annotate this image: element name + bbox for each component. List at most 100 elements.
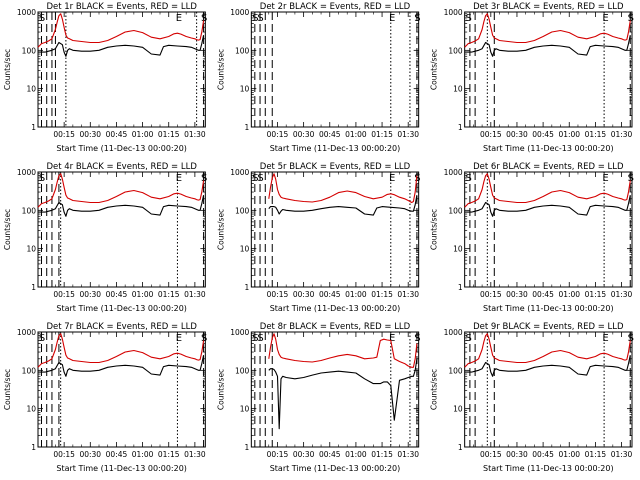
y-tick-label: 10	[26, 405, 36, 414]
x-axis-label: Start Time (11-Dec-13 00:00:20)	[270, 144, 401, 153]
x-tick-label: 01:30	[611, 290, 633, 299]
panel-det-5: Det 5r BLACK = Events, RED = LLD Counts/s…	[216, 162, 420, 313]
event-marker-s: S	[257, 173, 263, 184]
panel-title: Det 6r BLACK = Events, RED = LLD	[473, 162, 624, 172]
y-axis-label: Counts/sec	[3, 369, 12, 410]
plot-frame	[250, 11, 420, 128]
y-tick-label: 100	[235, 366, 250, 375]
x-tick-label: 00:30	[79, 450, 101, 459]
x-tick-label: 01:15	[371, 450, 393, 459]
y-tick-label: 100	[235, 46, 250, 55]
event-marker-e: E	[176, 173, 182, 184]
x-tick-label: 01:00	[558, 450, 580, 459]
x-tick-label: 01:15	[371, 130, 393, 139]
x-tick-label: 01:00	[132, 130, 154, 139]
y-tick-label: 10	[453, 85, 463, 94]
y-axis-label: Counts/sec	[430, 369, 439, 410]
x-axis-label: Start Time (11-Dec-13 00:00:20)	[270, 464, 401, 473]
y-tick-label: 1000	[17, 328, 36, 337]
x-tick-label: 01:15	[585, 130, 607, 139]
lld-series-line	[268, 333, 418, 368]
x-axis-label: Start Time (11-Dec-13 00:00:20)	[56, 464, 187, 473]
x-tick-label: 01:30	[397, 290, 419, 299]
lld-series-line	[464, 173, 631, 208]
x-tick-label: 00:15	[53, 450, 75, 459]
event-marker-s: S	[201, 173, 207, 184]
y-tick-label: 1000	[444, 8, 463, 17]
event-marker-s: S	[628, 173, 634, 184]
x-tick-label: 00:30	[293, 450, 315, 459]
x-axis-label: Start Time (11-Dec-13 00:00:20)	[270, 304, 401, 313]
y-tick-label: 10	[240, 245, 250, 254]
event-marker-s: S	[39, 173, 45, 184]
y-tick-label: 10	[240, 405, 250, 414]
y-axis-label: Counts/sec	[216, 209, 225, 250]
y-tick-label: 100	[22, 366, 37, 375]
event-marker-e: E	[602, 333, 608, 344]
x-tick-label: 00:45	[319, 130, 341, 139]
x-tick-label: 00:45	[106, 130, 128, 139]
y-tick-label: 10	[26, 245, 36, 254]
x-tick-label: 00:45	[532, 130, 554, 139]
plot-frame	[250, 171, 420, 288]
event-marker-e: E	[389, 173, 395, 184]
y-tick-label: 100	[22, 206, 37, 215]
y-tick-label: 1	[458, 443, 463, 452]
event-marker-s: S	[201, 13, 207, 24]
panel-det-1: Det 1r BLACK = Events, RED = LLD Counts/s…	[3, 2, 207, 153]
y-tick-label: 10	[453, 405, 463, 414]
panel-title: Det 5r BLACK = Events, RED = LLD	[260, 162, 411, 172]
x-tick-label: 01:00	[345, 450, 367, 459]
lld-series-line	[37, 13, 205, 48]
x-tick-label: 00:45	[319, 290, 341, 299]
lld-series-line	[268, 173, 418, 204]
x-tick-label: 01:30	[611, 130, 633, 139]
events-series-line	[268, 358, 418, 430]
events-series-line	[464, 354, 631, 377]
x-axis-label: Start Time (11-Dec-13 00:00:20)	[483, 464, 614, 473]
x-axis-label: Start Time (11-Dec-13 00:00:20)	[56, 304, 187, 313]
x-tick-label: 00:30	[506, 290, 528, 299]
x-tick-label: 00:45	[532, 450, 554, 459]
events-series-line	[38, 354, 205, 377]
y-tick-label: 1000	[230, 168, 249, 177]
x-tick-label: 01:15	[371, 290, 393, 299]
x-axis-label: Start Time (11-Dec-13 00:00:20)	[483, 304, 614, 313]
y-tick-label: 10	[26, 85, 36, 94]
event-marker-e: E	[176, 333, 182, 344]
event-marker-e: E	[602, 13, 608, 24]
y-axis-label: Counts/sec	[430, 49, 439, 90]
x-axis-label: Start Time (11-Dec-13 00:00:20)	[56, 144, 187, 153]
event-marker-s: S	[39, 333, 45, 344]
y-axis-label: Counts/sec	[216, 49, 225, 90]
x-tick-label: 00:15	[480, 450, 502, 459]
y-tick-label: 1000	[444, 168, 463, 177]
x-tick-label: 00:45	[319, 450, 341, 459]
event-marker-s: S	[414, 173, 420, 184]
event-marker-s: S	[257, 333, 263, 344]
x-tick-label: 00:15	[267, 130, 289, 139]
event-marker-s: S	[414, 333, 420, 344]
x-tick-label: 01:30	[397, 130, 419, 139]
y-tick-label: 100	[448, 366, 463, 375]
x-tick-label: 01:00	[132, 450, 154, 459]
y-tick-label: 1000	[230, 328, 249, 337]
y-tick-label: 1	[31, 123, 36, 132]
x-tick-label: 01:00	[345, 290, 367, 299]
panel-det-9: Det 9r BLACK = Events, RED = LLD Counts/s…	[430, 322, 634, 473]
y-tick-label: 1	[245, 443, 250, 452]
x-tick-label: 00:15	[480, 290, 502, 299]
y-tick-label: 1000	[17, 8, 36, 17]
plot-frame	[37, 171, 206, 288]
plot-frame	[464, 171, 633, 288]
panel-title: Det 2r BLACK = Events, RED = LLD	[260, 2, 411, 12]
x-tick-label: 01:15	[585, 290, 607, 299]
y-tick-label: 100	[448, 46, 463, 55]
event-marker-s: S	[201, 333, 207, 344]
event-marker-e: E	[389, 333, 395, 344]
x-tick-label: 01:30	[397, 450, 419, 459]
plot-frame	[250, 331, 420, 448]
x-tick-label: 01:00	[558, 290, 580, 299]
panel-title: Det 4r BLACK = Events, RED = LLD	[46, 162, 197, 172]
